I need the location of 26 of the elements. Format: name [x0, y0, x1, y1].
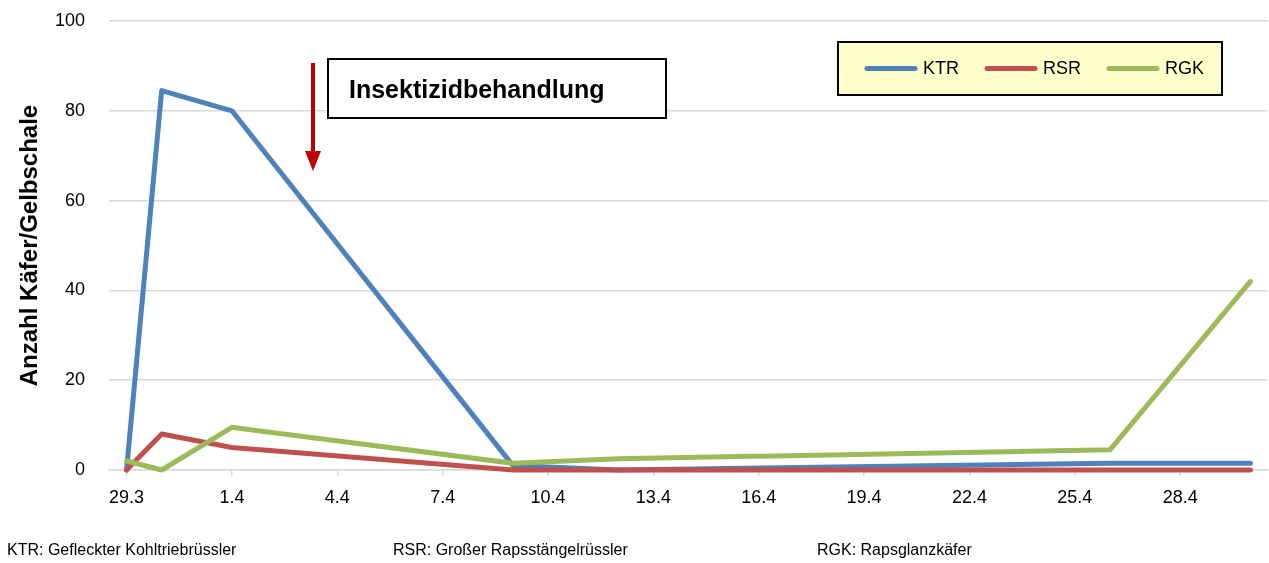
- text-box: Insektizidbehandlung: [327, 58, 667, 119]
- y-tick-label: 80: [64, 99, 85, 120]
- x-tick-label: 13.4: [635, 486, 671, 507]
- y-tick-label: 100: [54, 9, 85, 30]
- x-tick-label: 29.3: [109, 486, 145, 507]
- x-tick-label: 28.4: [1162, 486, 1198, 507]
- text: KTR: Gefleckter Kohltriebrüssler: [7, 541, 237, 558]
- annotation: Insektizidbehandlung: [349, 73, 605, 104]
- x-tick-label: 4.4: [324, 486, 350, 507]
- y-tick-label: 60: [64, 189, 85, 210]
- legend-label: RSR: [1042, 58, 1082, 79]
- y-tick-label: 20: [64, 369, 85, 390]
- x-tick-label: 10.4: [530, 486, 566, 507]
- x-tick-label: 16.4: [741, 486, 777, 507]
- x-tick-label: 19.4: [846, 486, 882, 507]
- text: RGK: Rapsglanzkäfer: [817, 541, 972, 558]
- legend-label: RGK: [1164, 58, 1205, 79]
- y-tick-label: 0: [74, 458, 85, 479]
- x-tick-label: 1.4: [219, 486, 245, 507]
- y-tick-label: 40: [64, 279, 85, 300]
- x-tick-label: 22.4: [951, 486, 987, 507]
- x-tick-label: 7.4: [430, 486, 456, 507]
- legend-label: KTR: [922, 58, 959, 79]
- x-tick-label: 25.4: [1057, 486, 1093, 507]
- text: RSR: Großer Rapsstängelrüssler: [393, 541, 628, 558]
- y-axis-title: Anzahl Käfer/Gelbschale: [15, 104, 43, 387]
